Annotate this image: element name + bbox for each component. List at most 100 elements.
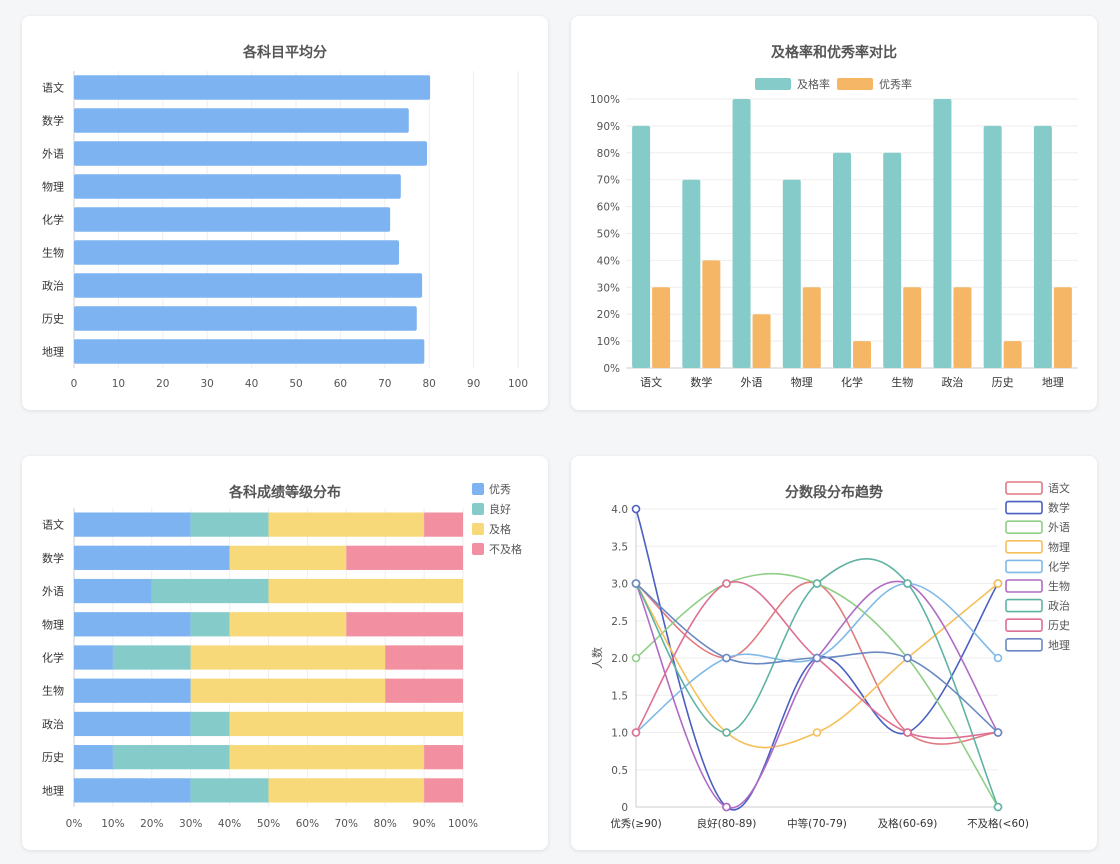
bar[interactable] <box>752 314 771 368</box>
bar-segment[interactable] <box>190 512 269 537</box>
bar[interactable] <box>74 141 427 166</box>
bar-segment[interactable] <box>74 545 230 570</box>
bar-segment[interactable] <box>190 612 230 637</box>
bar[interactable] <box>74 339 425 364</box>
bar-segment[interactable] <box>229 711 463 737</box>
data-point[interactable] <box>903 728 912 737</box>
bar[interactable] <box>74 306 417 331</box>
legend-label[interactable]: 优秀 <box>489 483 511 496</box>
bar[interactable] <box>853 341 871 368</box>
legend-label[interactable]: 及格率 <box>797 77 830 91</box>
data-point[interactable] <box>812 579 822 588</box>
data-point[interactable] <box>722 802 731 812</box>
data-point[interactable] <box>722 728 731 737</box>
legend-swatch[interactable] <box>1005 618 1043 632</box>
bar-segment[interactable] <box>346 612 463 637</box>
bar-segment[interactable] <box>74 778 191 803</box>
bar-segment[interactable] <box>229 745 425 770</box>
bar[interactable] <box>74 240 400 265</box>
legend-label[interactable]: 地理 <box>1048 639 1070 652</box>
bar-segment[interactable] <box>268 778 425 803</box>
bar[interactable] <box>74 108 409 133</box>
data-point[interactable] <box>993 802 1003 812</box>
data-point[interactable] <box>812 653 822 663</box>
bar-segment[interactable] <box>190 678 386 703</box>
bar-segment[interactable] <box>112 645 191 670</box>
bar[interactable] <box>983 125 1002 369</box>
bar[interactable] <box>74 273 423 298</box>
bar-segment[interactable] <box>190 778 269 803</box>
bar[interactable] <box>883 152 902 368</box>
bar[interactable] <box>74 207 391 232</box>
bar[interactable] <box>652 287 671 368</box>
data-point[interactable] <box>631 653 641 663</box>
bar-segment[interactable] <box>74 645 113 670</box>
data-point[interactable] <box>722 653 731 663</box>
legend-label[interactable]: 及格 <box>489 522 511 536</box>
legend-label[interactable]: 不及格 <box>489 542 522 556</box>
legend-swatch[interactable] <box>1005 500 1043 515</box>
data-point[interactable] <box>993 579 1003 588</box>
legend-swatch[interactable] <box>472 483 484 495</box>
bar-segment[interactable] <box>268 512 425 537</box>
bar-segment[interactable] <box>424 745 463 770</box>
series-line[interactable] <box>635 582 999 749</box>
series-line[interactable] <box>635 508 999 811</box>
legend-swatch[interactable] <box>1005 638 1043 652</box>
legend-label[interactable]: 外语 <box>1048 521 1070 534</box>
legend-label[interactable]: 物理 <box>1048 540 1070 554</box>
bar[interactable] <box>732 99 751 368</box>
bar-segment[interactable] <box>74 711 191 737</box>
legend-label[interactable]: 数学 <box>1048 501 1070 515</box>
legend-label[interactable]: 生物 <box>1048 579 1070 593</box>
data-point[interactable] <box>903 653 912 663</box>
data-point[interactable] <box>722 579 731 588</box>
data-point[interactable] <box>631 504 641 514</box>
bar[interactable] <box>632 125 651 369</box>
bar-segment[interactable] <box>268 578 464 604</box>
data-point[interactable] <box>993 653 1003 663</box>
bar[interactable] <box>933 99 952 368</box>
bar[interactable] <box>74 174 401 199</box>
bar-segment[interactable] <box>385 678 463 703</box>
bar-segment[interactable] <box>74 678 191 703</box>
bar[interactable] <box>702 260 721 368</box>
bar-segment[interactable] <box>112 745 230 770</box>
bar-segment[interactable] <box>74 578 152 604</box>
legend-label[interactable]: 语文 <box>1048 481 1070 495</box>
legend-label[interactable]: 优秀率 <box>879 77 912 91</box>
legend-swatch[interactable] <box>1005 540 1043 554</box>
legend-swatch[interactable] <box>1005 481 1043 495</box>
bar[interactable] <box>782 179 801 368</box>
legend-swatch[interactable] <box>1005 520 1043 534</box>
legend-label[interactable]: 良好 <box>489 502 511 516</box>
bar[interactable] <box>833 152 851 368</box>
legend-swatch[interactable] <box>472 543 484 555</box>
bar-segment[interactable] <box>190 645 386 670</box>
bar[interactable] <box>682 179 701 368</box>
legend-swatch[interactable] <box>1005 598 1043 613</box>
bar-segment[interactable] <box>424 512 463 537</box>
bar-segment[interactable] <box>151 578 269 604</box>
data-point[interactable] <box>993 728 1003 737</box>
bar[interactable] <box>1003 341 1022 368</box>
bar[interactable] <box>1053 287 1072 368</box>
bar[interactable] <box>74 75 431 100</box>
data-point[interactable] <box>903 579 912 588</box>
series-line[interactable] <box>635 580 999 740</box>
bar-segment[interactable] <box>74 612 191 637</box>
legend-swatch[interactable] <box>472 523 484 535</box>
series-line[interactable] <box>635 572 999 808</box>
bar-segment[interactable] <box>74 745 113 770</box>
legend-swatch[interactable] <box>1005 579 1043 593</box>
bar[interactable] <box>953 287 972 368</box>
bar-segment[interactable] <box>229 612 347 637</box>
legend-swatch[interactable] <box>472 503 484 515</box>
legend-label[interactable]: 化学 <box>1048 559 1070 573</box>
bar-segment[interactable] <box>346 545 463 570</box>
bar-segment[interactable] <box>190 711 230 737</box>
legend-swatch[interactable] <box>837 78 873 90</box>
data-point[interactable] <box>812 728 822 737</box>
bar-segment[interactable] <box>74 512 191 537</box>
bar[interactable] <box>1033 125 1052 369</box>
